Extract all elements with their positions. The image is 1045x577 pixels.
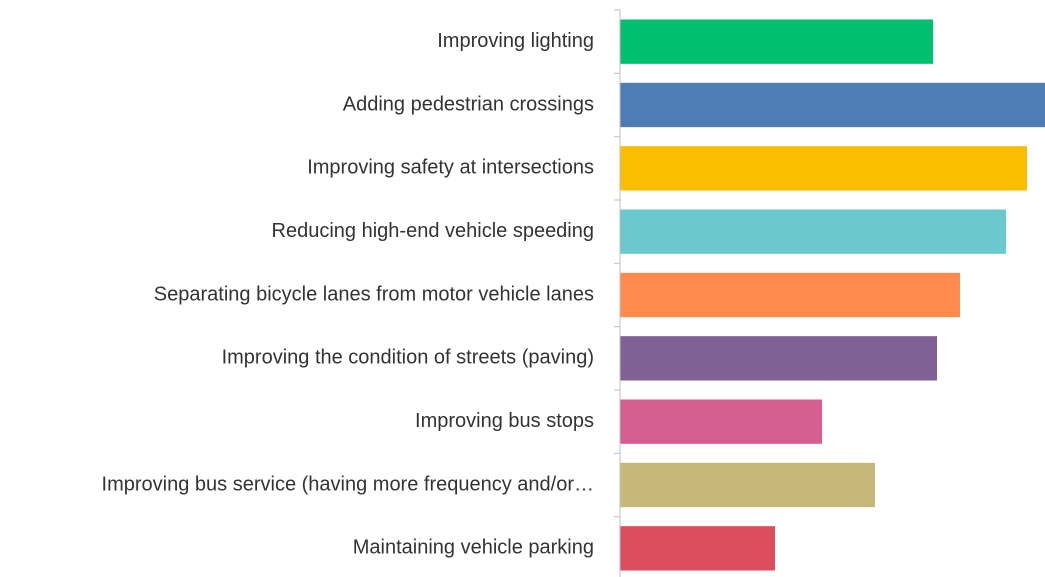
y-tick-label: Separating bicycle lanes from motor vehi… (154, 283, 594, 305)
y-tick-label: Improving the condition of streets (pavi… (222, 347, 594, 369)
bar (620, 399, 822, 444)
bar (620, 82, 1045, 128)
y-tick-label: Improving bus stops (415, 410, 594, 432)
bar (620, 336, 937, 381)
y-tick-label: Maintaining vehicle parking (353, 537, 594, 559)
bar (620, 272, 960, 318)
y-tick-label: Adding pedestrian crossings (343, 93, 594, 115)
bar (620, 146, 1027, 191)
y-tick-label: Improving lighting (437, 30, 594, 52)
y-tick-label: Reducing high-end vehicle speeding (272, 220, 594, 242)
bar (620, 462, 875, 508)
bar (620, 526, 775, 571)
bar (620, 209, 1006, 254)
bar (620, 19, 933, 64)
y-tick-label: Improving bus service (having more frequ… (102, 473, 594, 495)
y-tick-label: Improving safety at intersections (307, 157, 594, 179)
